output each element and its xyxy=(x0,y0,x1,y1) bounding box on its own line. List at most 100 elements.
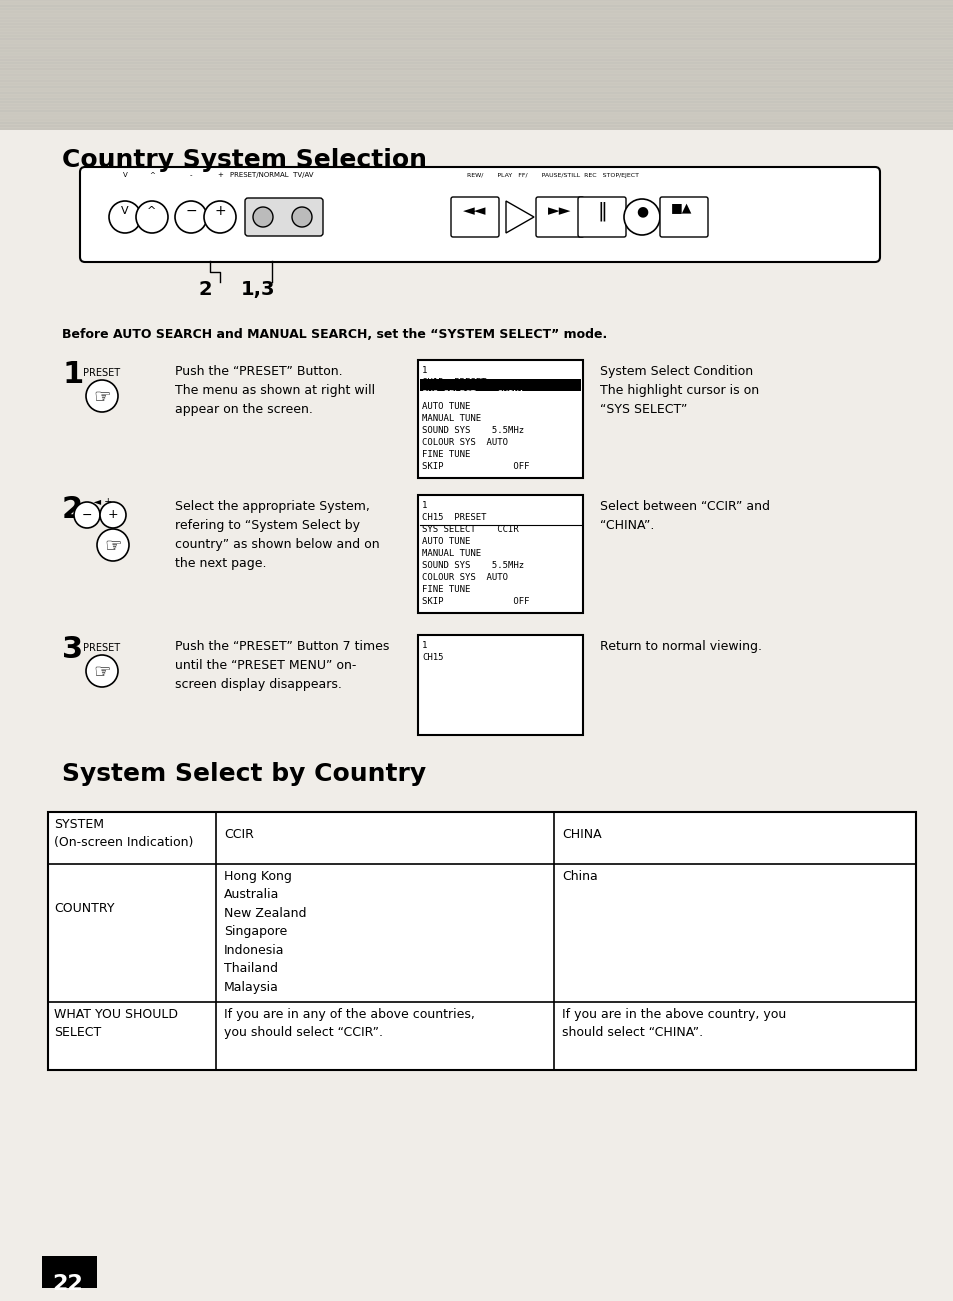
Bar xyxy=(0,3,953,4)
FancyBboxPatch shape xyxy=(80,167,879,262)
Bar xyxy=(417,635,582,735)
Bar xyxy=(417,360,582,477)
Bar xyxy=(0,113,953,114)
Text: Push the “PRESET” Button.
The menu as shown at right will
appear on the screen.: Push the “PRESET” Button. The menu as sh… xyxy=(174,366,375,416)
Bar xyxy=(0,104,953,105)
Text: System Select by Country: System Select by Country xyxy=(62,762,426,786)
Bar xyxy=(0,95,953,98)
Circle shape xyxy=(109,200,141,233)
Bar xyxy=(0,74,953,75)
Text: AUTO TUNE: AUTO TUNE xyxy=(421,537,470,546)
Text: System Select Condition
The highlight cursor is on
“SYS SELECT”: System Select Condition The highlight cu… xyxy=(599,366,759,416)
Text: 2: 2 xyxy=(198,280,212,299)
Polygon shape xyxy=(505,200,534,233)
Text: 2: 2 xyxy=(62,494,83,524)
Text: PRESET: PRESET xyxy=(83,368,120,379)
Text: SYSTEM
(On-screen Indication): SYSTEM (On-screen Indication) xyxy=(54,818,193,850)
Circle shape xyxy=(74,502,100,528)
Bar xyxy=(0,127,953,130)
Text: 1: 1 xyxy=(421,641,427,650)
Bar xyxy=(0,47,953,49)
Text: WHAT YOU SHOULD
SELECT: WHAT YOU SHOULD SELECT xyxy=(54,1008,178,1039)
Text: 1: 1 xyxy=(62,360,83,389)
Circle shape xyxy=(292,207,312,226)
Text: ◄◄: ◄◄ xyxy=(463,203,486,219)
Circle shape xyxy=(86,380,118,412)
Circle shape xyxy=(97,530,129,561)
Bar xyxy=(0,98,953,100)
FancyBboxPatch shape xyxy=(451,196,498,237)
Text: SOUND SYS    5.5MHz: SOUND SYS 5.5MHz xyxy=(421,425,523,435)
Bar xyxy=(0,44,953,46)
Bar xyxy=(0,65,953,66)
Text: SKIP             OFF: SKIP OFF xyxy=(421,597,529,606)
Text: Country System Selection: Country System Selection xyxy=(62,148,427,172)
Text: Return to normal viewing.: Return to normal viewing. xyxy=(599,640,761,653)
Text: If you are in the above country, you
should select “CHINA”.: If you are in the above country, you sho… xyxy=(561,1008,785,1039)
Text: ►►: ►► xyxy=(548,203,571,219)
FancyBboxPatch shape xyxy=(245,198,323,235)
Bar xyxy=(0,35,953,36)
Bar xyxy=(0,49,953,52)
Text: SKIP             OFF: SKIP OFF xyxy=(421,462,529,471)
Circle shape xyxy=(623,199,659,235)
Bar xyxy=(48,812,915,1069)
Text: -: - xyxy=(190,172,193,178)
Text: CH15  PRESET: CH15 PRESET xyxy=(421,513,486,522)
Text: ☞: ☞ xyxy=(104,537,122,556)
Text: COLOUR SYS  AUTO: COLOUR SYS AUTO xyxy=(421,438,507,448)
Bar xyxy=(0,38,953,40)
Circle shape xyxy=(86,654,118,687)
Bar xyxy=(0,53,953,55)
Text: Push the “PRESET” Button 7 times
until the “PRESET MENU” on-
screen display disa: Push the “PRESET” Button 7 times until t… xyxy=(174,640,389,691)
Bar xyxy=(0,79,953,82)
Bar xyxy=(0,118,953,121)
Text: FINE TUNE: FINE TUNE xyxy=(421,585,470,595)
Bar xyxy=(0,20,953,22)
Bar xyxy=(0,86,953,88)
Text: 3: 3 xyxy=(62,635,83,664)
Text: REW/       PLAY   FF/       PAUSE/STILL  REC   STOP/EJECT: REW/ PLAY FF/ PAUSE/STILL REC STOP/EJECT xyxy=(467,173,639,178)
Text: V: V xyxy=(121,206,129,216)
Text: - ◄ +: - ◄ + xyxy=(88,497,112,507)
Text: ☞: ☞ xyxy=(93,388,111,407)
FancyBboxPatch shape xyxy=(536,196,583,237)
Circle shape xyxy=(204,200,235,233)
Bar xyxy=(0,0,953,130)
Bar xyxy=(0,59,953,61)
Text: 1: 1 xyxy=(421,366,427,375)
Bar xyxy=(0,101,953,103)
Circle shape xyxy=(136,200,168,233)
Bar xyxy=(0,77,953,79)
Bar xyxy=(0,68,953,70)
Text: Before AUTO SEARCH and MANUAL SEARCH, set the “SYSTEM SELECT” mode.: Before AUTO SEARCH and MANUAL SEARCH, se… xyxy=(62,328,607,341)
Bar xyxy=(0,23,953,25)
Text: AUTO TUNE: AUTO TUNE xyxy=(421,402,470,411)
Text: CHINA: CHINA xyxy=(561,827,601,840)
Text: 1,3: 1,3 xyxy=(240,280,275,299)
Text: China: China xyxy=(561,870,598,883)
FancyBboxPatch shape xyxy=(578,196,625,237)
Text: ^: ^ xyxy=(149,172,154,178)
Bar xyxy=(0,14,953,16)
Text: CH15  PRESET: CH15 PRESET xyxy=(421,379,486,386)
Text: CH15: CH15 xyxy=(421,653,443,662)
Text: +: + xyxy=(108,507,118,520)
Text: COLOUR SYS  AUTO: COLOUR SYS AUTO xyxy=(421,572,507,582)
Text: SYS SELECT    CHINA: SYS SELECT CHINA xyxy=(421,390,523,399)
Text: ■▲: ■▲ xyxy=(671,203,692,216)
Bar xyxy=(0,88,953,91)
Text: +: + xyxy=(214,204,226,219)
Text: FINE TUNE: FINE TUNE xyxy=(421,450,470,459)
Text: MANUAL TUNE: MANUAL TUNE xyxy=(421,414,480,423)
Bar xyxy=(417,494,582,613)
Bar xyxy=(0,29,953,31)
Bar xyxy=(419,379,580,392)
Bar xyxy=(0,107,953,109)
Bar xyxy=(0,72,953,73)
Text: +: + xyxy=(217,172,223,178)
Bar xyxy=(0,10,953,13)
Circle shape xyxy=(100,502,126,528)
Bar xyxy=(0,42,953,43)
Text: SYS SELECT    CCIR: SYS SELECT CCIR xyxy=(421,526,518,533)
